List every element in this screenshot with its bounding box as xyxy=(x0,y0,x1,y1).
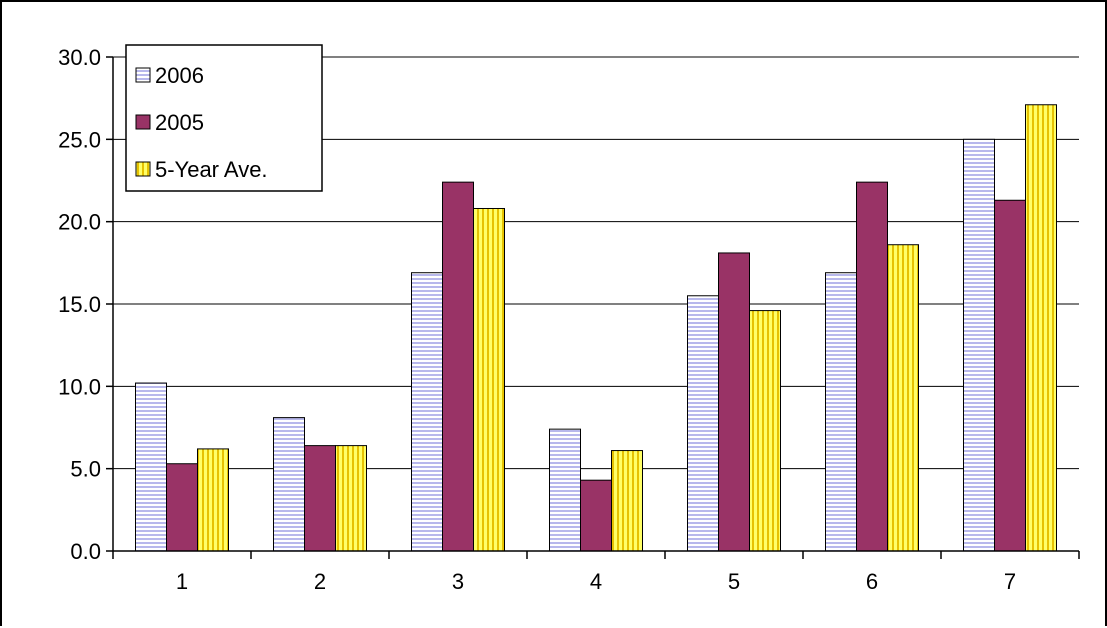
bar-2005-cat-6 xyxy=(856,181,888,552)
x-tick-label: 4 xyxy=(590,569,602,594)
bar-2005-cat-4 xyxy=(580,479,612,552)
bar-5-year-ave-cat-4 xyxy=(611,450,643,552)
axes: 0.0 5.0 10.0 15.0 20.0 25.0 30.0 1 2 3 4 5 6 7 xyxy=(58,45,1080,594)
legend-label: 5-Year Ave. xyxy=(155,157,268,182)
legend-swatch xyxy=(135,67,151,83)
legend-swatch xyxy=(135,161,151,177)
bar-5-year-ave-cat-3 xyxy=(473,207,505,552)
legend-label: 2006 xyxy=(155,63,204,88)
bar-2006-cat-2 xyxy=(273,417,305,552)
x-tick-label: 2 xyxy=(314,569,326,594)
bar-2005-cat-1 xyxy=(166,463,198,552)
legend-swatch xyxy=(135,114,151,130)
x-tick-label: 5 xyxy=(728,569,740,594)
y-tick-label: 25.0 xyxy=(58,127,101,152)
bars xyxy=(135,104,1057,552)
bar-5-year-ave-cat-6 xyxy=(887,244,919,552)
y-tick-label: 5.0 xyxy=(70,457,101,482)
bar-2006-cat-7 xyxy=(963,138,995,552)
bar-2005-cat-3 xyxy=(442,181,474,552)
y-tick-label: 30.0 xyxy=(58,45,101,70)
y-tick-label: 20.0 xyxy=(58,210,101,235)
bar-2005-cat-7 xyxy=(994,199,1026,552)
bar-2006-cat-5 xyxy=(687,295,719,552)
bar-2005-cat-2 xyxy=(304,445,336,552)
x-tick-label: 7 xyxy=(1004,569,1016,594)
bar-5-year-ave-cat-5 xyxy=(749,310,781,552)
bar-2006-cat-1 xyxy=(135,382,167,552)
legend-label: 2005 xyxy=(155,110,204,135)
bar-2006-cat-3 xyxy=(411,272,443,552)
bar-5-year-ave-cat-7 xyxy=(1025,104,1057,552)
y-tick-label: 0.0 xyxy=(70,539,101,564)
legend: 2006 2005 5-Year Ave. xyxy=(125,44,323,192)
bar-5-year-ave-cat-2 xyxy=(335,445,367,552)
x-tick-label: 3 xyxy=(452,569,464,594)
bar-5-year-ave-cat-1 xyxy=(197,448,229,552)
y-tick-label: 10.0 xyxy=(58,374,101,399)
bar-2006-cat-4 xyxy=(549,428,581,552)
bar-2005-cat-5 xyxy=(718,252,750,552)
legend-box xyxy=(125,44,323,192)
x-tick-label: 1 xyxy=(176,569,188,594)
x-tick-label: 6 xyxy=(866,569,878,594)
y-tick-label: 15.0 xyxy=(58,292,101,317)
bar-2006-cat-6 xyxy=(825,272,857,552)
